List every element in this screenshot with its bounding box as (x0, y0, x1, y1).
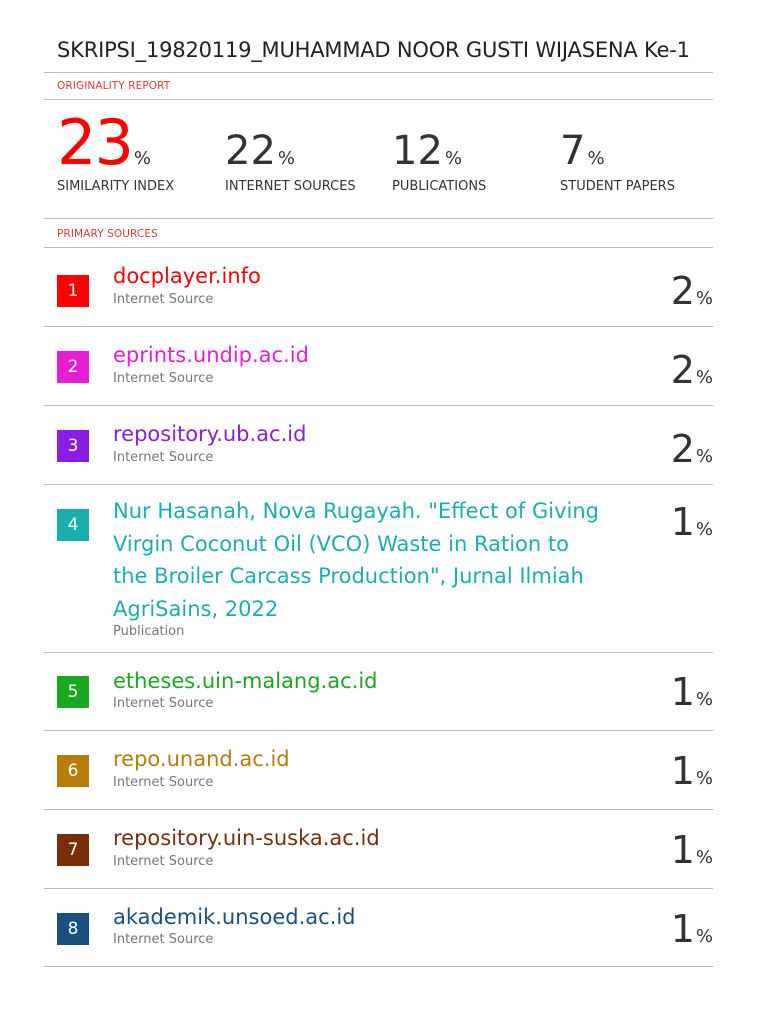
percent-sign: % (695, 768, 713, 789)
percent-sign: % (695, 446, 713, 467)
source-percent-value: 2 (670, 269, 695, 313)
source-percent: 2 % (671, 351, 713, 389)
source-name-link[interactable]: eprints.undip.ac.id (113, 343, 309, 367)
source-name-link[interactable]: Nur Hasanah, Nova Rugayah. "Effect of Gi… (113, 495, 599, 625)
title-divider (44, 72, 713, 73)
stat-value: 23 % (57, 112, 151, 174)
source-percent: 2 % (671, 430, 713, 468)
source-percent: 1 % (671, 752, 713, 790)
source-row-4[interactable]: 4 Nur Hasanah, Nova Rugayah. "Effect of … (44, 485, 713, 653)
percent-sign: % (695, 288, 713, 309)
source-type: Internet Source (113, 775, 214, 790)
originality-report-label: ORIGINALITY REPORT (57, 80, 171, 92)
source-percent-value: 1 (670, 907, 695, 951)
source-number-badge: 1 (57, 275, 89, 307)
source-type: Internet Source (113, 696, 214, 711)
source-name-link[interactable]: etheses.uin-malang.ac.id (113, 669, 378, 693)
source-percent: 1 % (671, 673, 713, 711)
source-name-link[interactable]: repo.unand.ac.id (113, 747, 290, 771)
internet-sources-label: INTERNET SOURCES (225, 179, 356, 194)
source-row-1[interactable]: 1 docplayer.info Internet Source 2 % (44, 248, 713, 327)
stats-divider (44, 218, 713, 219)
similarity-index-label: SIMILARITY INDEX (57, 179, 175, 194)
percent-sign: % (695, 689, 713, 710)
percent-sign: % (695, 926, 713, 947)
source-number-badge: 3 (57, 430, 89, 462)
stat-value: 7 % (560, 131, 605, 171)
source-percent-value: 1 (670, 828, 695, 872)
source-type: Internet Source (113, 932, 214, 947)
percent-sign: % (444, 148, 463, 169)
stat-similarity-index: 23 % SIMILARITY INDEX (57, 112, 174, 195)
source-row-6[interactable]: 6 repo.unand.ac.id Internet Source 1 % (44, 731, 713, 810)
percent-sign: % (695, 847, 713, 868)
source-row-3[interactable]: 3 repository.ub.ac.id Internet Source 2 … (44, 406, 713, 485)
source-name-link[interactable]: docplayer.info (113, 264, 261, 288)
source-row-7[interactable]: 7 repository.uin-suska.ac.id Internet So… (44, 810, 713, 889)
percent-sign: % (695, 519, 713, 540)
stat-value: 22 % (225, 131, 295, 171)
source-number-badge: 2 (57, 351, 89, 383)
source-name-link[interactable]: repository.uin-suska.ac.id (113, 826, 380, 850)
stat-publications: 12 % PUBLICATIONS (392, 131, 486, 194)
source-percent-value: 2 (670, 348, 695, 392)
internet-sources-value: 22 (225, 128, 276, 174)
source-name-line: Nur Hasanah, Nova Rugayah. "Effect of Gi… (113, 499, 599, 523)
report-label-divider (44, 99, 713, 100)
source-type: Internet Source (113, 371, 214, 386)
source-number-badge: 4 (57, 509, 89, 541)
source-percent-value: 1 (670, 670, 695, 714)
publications-label: PUBLICATIONS (392, 179, 487, 194)
source-percent-value: 1 (670, 500, 695, 544)
stat-internet-sources: 22 % INTERNET SOURCES (225, 131, 356, 194)
source-percent: 1 % (671, 831, 713, 869)
source-percent: 2 % (671, 272, 713, 310)
source-percent-value: 2 (670, 427, 695, 471)
student-papers-label: STUDENT PAPERS (560, 179, 675, 194)
source-number-badge: 5 (57, 676, 89, 708)
similarity-index-value: 23 (57, 106, 134, 179)
source-name-link[interactable]: akademik.unsoed.ac.id (113, 905, 356, 929)
document-title: SKRIPSI_19820119_MUHAMMAD NOOR GUSTI WIJ… (57, 38, 690, 62)
source-type: Internet Source (113, 854, 214, 869)
source-name-line: Virgin Coconut Oil (VCO) Waste in Ration… (113, 531, 569, 556)
source-type: Publication (113, 624, 185, 639)
publications-value: 12 (392, 128, 443, 174)
source-type: Internet Source (113, 450, 214, 465)
percent-sign: % (277, 148, 296, 169)
source-type: Internet Source (113, 292, 214, 307)
source-name-link[interactable]: repository.ub.ac.id (113, 422, 307, 446)
stat-value: 12 % (392, 131, 462, 171)
source-number-badge: 7 (57, 834, 89, 866)
percent-sign: % (133, 148, 152, 169)
source-name-line: AgriSains, 2022 (113, 596, 279, 621)
source-number-badge: 6 (57, 755, 89, 787)
percent-sign: % (587, 148, 605, 169)
source-row-8[interactable]: 8 akademik.unsoed.ac.id Internet Source … (44, 889, 713, 967)
source-percent: 1 % (671, 910, 713, 948)
primary-sources-divider (44, 247, 713, 248)
primary-sources-label: PRIMARY SOURCES (57, 228, 158, 240)
source-row-5[interactable]: 5 etheses.uin-malang.ac.id Internet Sour… (44, 653, 713, 731)
source-number-badge: 8 (57, 913, 89, 945)
percent-sign: % (695, 367, 713, 388)
source-percent: 1 % (671, 503, 713, 541)
student-papers-value: 7 (560, 128, 586, 174)
source-row-2[interactable]: 2 eprints.undip.ac.id Internet Source 2 … (44, 327, 713, 406)
source-name-line: the Broiler Carcass Production", Jurnal … (113, 564, 584, 588)
source-percent-value: 1 (670, 749, 695, 793)
stat-student-papers: 7 % STUDENT PAPERS (560, 131, 675, 194)
